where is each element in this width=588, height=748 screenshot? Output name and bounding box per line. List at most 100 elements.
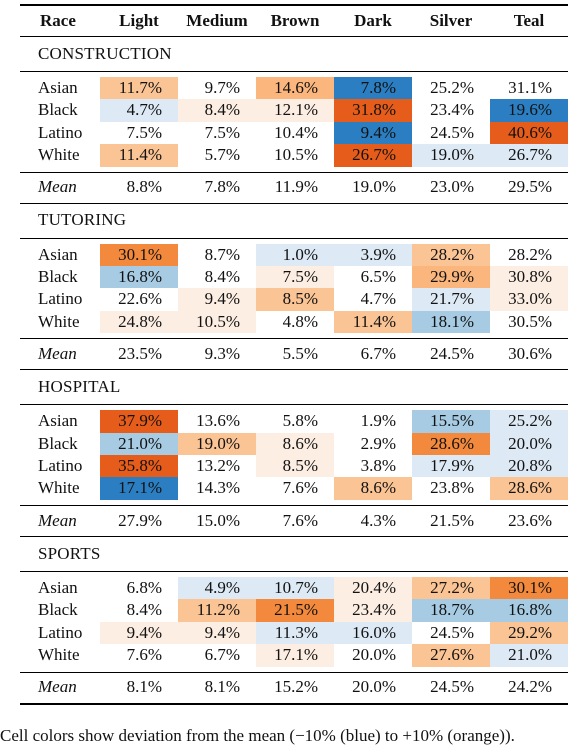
- table-cell: 9.4%: [178, 621, 256, 645]
- table-row: Black 4.7% 8.4% 12.1% 31.8% 23.4% 19.6%: [20, 99, 568, 122]
- table-cell: 9.4%: [178, 288, 256, 311]
- table-cell: 30.8%: [490, 266, 568, 289]
- mean-cell: 30.6%: [490, 338, 568, 371]
- table-cell: 5.8%: [256, 410, 334, 433]
- table-cell: 28.2%: [412, 243, 490, 267]
- table-cell: 27.6%: [412, 644, 490, 667]
- table-cell: 8.6%: [256, 432, 334, 456]
- table-cell: 24.8%: [100, 310, 178, 334]
- table-cell: 20.0%: [334, 644, 412, 667]
- table-cell: 10.7%: [256, 576, 334, 600]
- table-cell: 23.4%: [334, 599, 412, 622]
- mean-cell: 27.9%: [100, 504, 178, 537]
- column-header-medium: Medium: [178, 4, 256, 37]
- mean-label: Mean: [20, 504, 100, 537]
- table-cell: 10.5%: [256, 144, 334, 167]
- table-cell: 1.0%: [256, 243, 334, 267]
- table-cell: 17.1%: [256, 644, 334, 667]
- table-cell: 7.5%: [100, 121, 178, 145]
- table-cell: 26.7%: [490, 144, 568, 167]
- table-cell: 31.8%: [334, 99, 412, 122]
- table-cell: 4.8%: [256, 310, 334, 334]
- table-cell: 7.6%: [256, 477, 334, 500]
- table-cell: 8.6%: [334, 477, 412, 500]
- table-row: White 7.6% 6.7% 17.1% 20.0% 27.6% 21.0%: [20, 644, 568, 667]
- table-row: Black 8.4% 11.2% 21.5% 23.4% 18.7% 16.8%: [20, 599, 568, 622]
- mean-cell: 8.1%: [100, 671, 178, 705]
- table-row: Latino 7.5% 7.5% 10.4% 9.4% 24.5% 40.6%: [20, 121, 568, 145]
- table-cell: 6.5%: [334, 266, 412, 289]
- row-label: Black: [38, 100, 78, 120]
- mean-row: Mean 8.8% 7.8% 11.9% 19.0% 23.0% 29.5%: [20, 171, 568, 204]
- mean-row: Mean 23.5% 9.3% 5.5% 6.7% 24.5% 30.6%: [20, 338, 568, 371]
- table-cell: 20.4%: [334, 576, 412, 600]
- table-cell: 30.1%: [490, 576, 568, 600]
- row-label: Asian: [38, 411, 78, 431]
- table-cell: 11.4%: [334, 310, 412, 334]
- table-cell: 13.2%: [178, 455, 256, 478]
- table-row: White 11.4% 5.7% 10.5% 26.7% 19.0% 26.7%: [20, 144, 568, 167]
- mean-cell: 21.5%: [412, 504, 490, 537]
- mean-cell: 15.2%: [256, 671, 334, 705]
- mean-label: Mean: [20, 671, 100, 705]
- mean-cell: 8.8%: [100, 171, 178, 204]
- section-header-tutoring: TUTORING: [20, 203, 568, 239]
- mean-cell: 23.5%: [100, 338, 178, 371]
- table-cell: 9.4%: [100, 621, 178, 645]
- table-cell: 21.0%: [490, 644, 568, 667]
- mean-row: Mean 27.9% 15.0% 7.6% 4.3% 21.5% 23.6%: [20, 504, 568, 537]
- table-cell: 8.4%: [178, 266, 256, 289]
- table-cell: 2.9%: [334, 432, 412, 456]
- table-cell: 10.5%: [178, 310, 256, 334]
- column-header-race: Race: [20, 4, 100, 37]
- table-cell: 24.5%: [412, 621, 490, 645]
- table-cell: 4.7%: [100, 99, 178, 122]
- results-table: Race Light Medium Brown Dark Silver Teal…: [20, 4, 568, 705]
- mean-cell: 7.6%: [256, 504, 334, 537]
- table-row: Asian 37.9% 13.6% 5.8% 1.9% 15.5% 25.2%: [20, 410, 568, 433]
- table-cell: 35.8%: [100, 455, 178, 478]
- table-row: Black 21.0% 19.0% 8.6% 2.9% 28.6% 20.0%: [20, 432, 568, 456]
- table-body: CONSTRUCTION Asian 11.7% 9.7% 14.6% 7.8% 25.2%…: [20, 36, 568, 705]
- section-header-hospital: HOSPITAL: [20, 369, 568, 406]
- mean-cell: 23.6%: [490, 504, 568, 537]
- table-cell: 19.6%: [490, 99, 568, 122]
- row-label: Latino: [38, 289, 83, 309]
- mean-cell: 9.3%: [178, 338, 256, 371]
- table-cell: 20.8%: [490, 455, 568, 478]
- table-cell: 8.7%: [178, 243, 256, 267]
- mean-cell: 5.5%: [256, 338, 334, 371]
- row-label: Latino: [38, 122, 83, 142]
- table-caption: Cell colors show deviation from the mean…: [0, 726, 515, 745]
- table-cell: 40.6%: [490, 121, 568, 145]
- table-row: Latino 22.6% 9.4% 8.5% 4.7% 21.7% 33.0%: [20, 288, 568, 311]
- mean-cell: 11.9%: [256, 171, 334, 204]
- row-label: Black: [38, 600, 78, 620]
- table-cell: 28.6%: [412, 432, 490, 456]
- table-row: Black 16.8% 8.4% 7.5% 6.5% 29.9% 30.8%: [20, 266, 568, 289]
- section-title: TUTORING: [20, 203, 568, 239]
- column-header-light: Light: [100, 4, 178, 37]
- table-cell: 23.8%: [412, 477, 490, 500]
- mean-cell: 4.3%: [334, 504, 412, 537]
- row-label: White: [38, 311, 80, 331]
- table-cell: 25.2%: [490, 410, 568, 433]
- table-cell: 31.1%: [490, 77, 568, 100]
- table-cell: 7.8%: [334, 77, 412, 100]
- mean-cell: 19.0%: [334, 171, 412, 204]
- mean-cell: 15.0%: [178, 504, 256, 537]
- mean-cell: 24.5%: [412, 671, 490, 705]
- row-label: White: [38, 645, 80, 665]
- mean-cell: 24.5%: [412, 338, 490, 371]
- table-cell: 3.9%: [334, 243, 412, 267]
- table-cell: 15.5%: [412, 410, 490, 433]
- table-cell: 22.6%: [100, 288, 178, 311]
- table-cell: 16.8%: [490, 599, 568, 622]
- table-cell: 18.1%: [412, 310, 490, 334]
- table-row: White 24.8% 10.5% 4.8% 11.4% 18.1% 30.5%: [20, 310, 568, 334]
- table-cell: 30.5%: [490, 310, 568, 334]
- table-cell: 21.0%: [100, 432, 178, 456]
- mean-row: Mean 8.1% 8.1% 15.2% 20.0% 24.5% 24.2%: [20, 671, 568, 705]
- mean-cell: 6.7%: [334, 338, 412, 371]
- row-label: Asian: [38, 577, 78, 597]
